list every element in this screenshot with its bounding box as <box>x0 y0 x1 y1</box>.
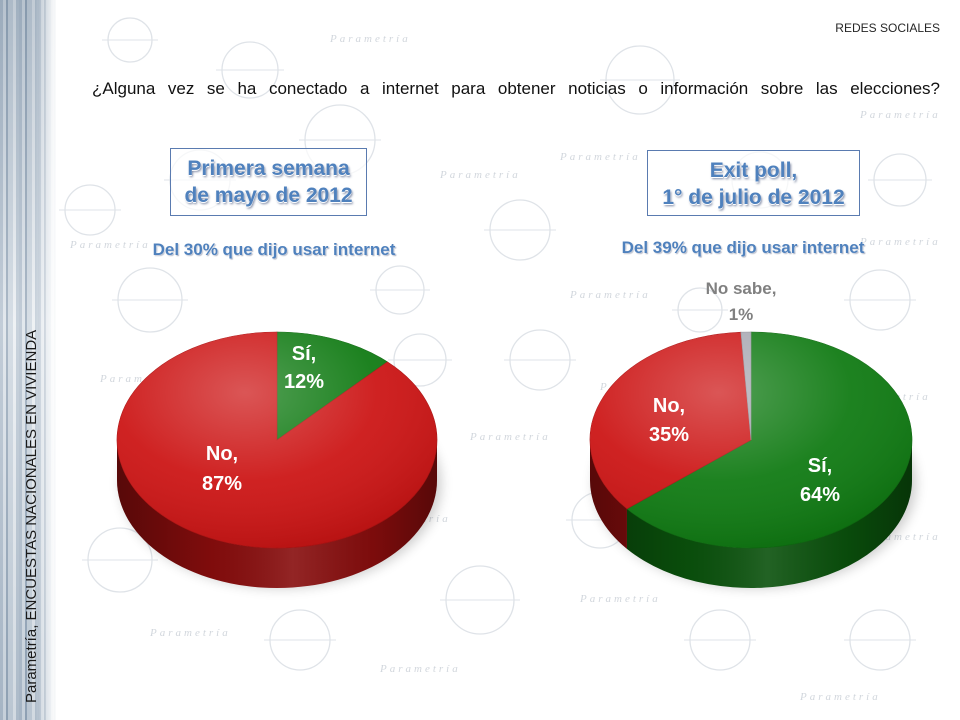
slice-label-no-sabe-name: No sabe, <box>706 279 777 298</box>
decorative-left-strip <box>0 0 56 720</box>
slice-label-no-value: 87% <box>202 473 242 495</box>
slice-label-no-name: No, <box>653 395 685 417</box>
pie-gloss <box>117 332 437 548</box>
slice-label-si-value: 64% <box>800 484 840 506</box>
pie-side-shading <box>117 440 437 588</box>
pie-side-shading <box>590 440 912 588</box>
pie-gloss <box>590 332 912 548</box>
watermark-text: Parametría <box>69 239 151 251</box>
pie-chart-1: Sí, 12% No, 87% <box>116 331 441 588</box>
watermark-text: Parametría <box>569 289 651 301</box>
watermark-text: Parametría <box>149 627 231 639</box>
slice-label-si-name: Sí, <box>292 343 316 365</box>
chart-subtitle-left: Del 30% que dijo usar internet <box>152 240 396 259</box>
watermark-text: Parametría <box>469 431 551 443</box>
slice-label-si-name: Sí, <box>808 455 832 477</box>
watermark-text: Parametría <box>379 663 461 675</box>
watermark-text: Parametría <box>859 236 941 248</box>
chart-title-box-left: Primera semana de mayo de 2012 <box>170 148 367 216</box>
chart-subtitle-right: Del 39% que dijo usar internet <box>621 238 865 257</box>
chart-title-line-1: Exit poll, <box>709 159 798 182</box>
chart-title-line-2: 1° de julio de 2012 <box>662 186 845 209</box>
chart-title-line-1: Primera semana <box>187 157 350 180</box>
slice-label-si-value: 12% <box>284 371 324 393</box>
chart-title-box-right: Exit poll, 1° de julio de 2012 <box>647 150 860 216</box>
section-label: REDES SOCIALES <box>835 21 940 35</box>
watermark-text: Parametría <box>799 691 881 703</box>
slice-label-no-value: 35% <box>649 424 689 446</box>
slice-label-no-sabe-value: 1% <box>729 305 754 324</box>
watermark-text: Parametría <box>559 151 641 163</box>
slice-label-no-name: No, <box>206 443 238 465</box>
watermark-text: Parametría <box>579 593 661 605</box>
chart-title-line-2: de mayo de 2012 <box>184 184 353 207</box>
watermark-text: Parametría <box>439 169 521 181</box>
question-title: ¿Alguna vez se ha conectado a internet p… <box>92 79 940 98</box>
watermark-text: Parametría <box>859 109 941 121</box>
pie-chart-2: Sí, 64% No, 35% No sabe, 1% <box>589 279 916 588</box>
watermark-text: Parametría <box>329 33 411 45</box>
